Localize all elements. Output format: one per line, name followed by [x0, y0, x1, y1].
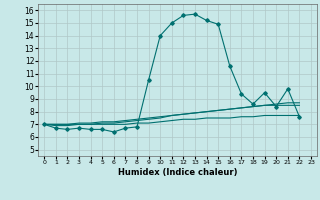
X-axis label: Humidex (Indice chaleur): Humidex (Indice chaleur) — [118, 168, 237, 177]
